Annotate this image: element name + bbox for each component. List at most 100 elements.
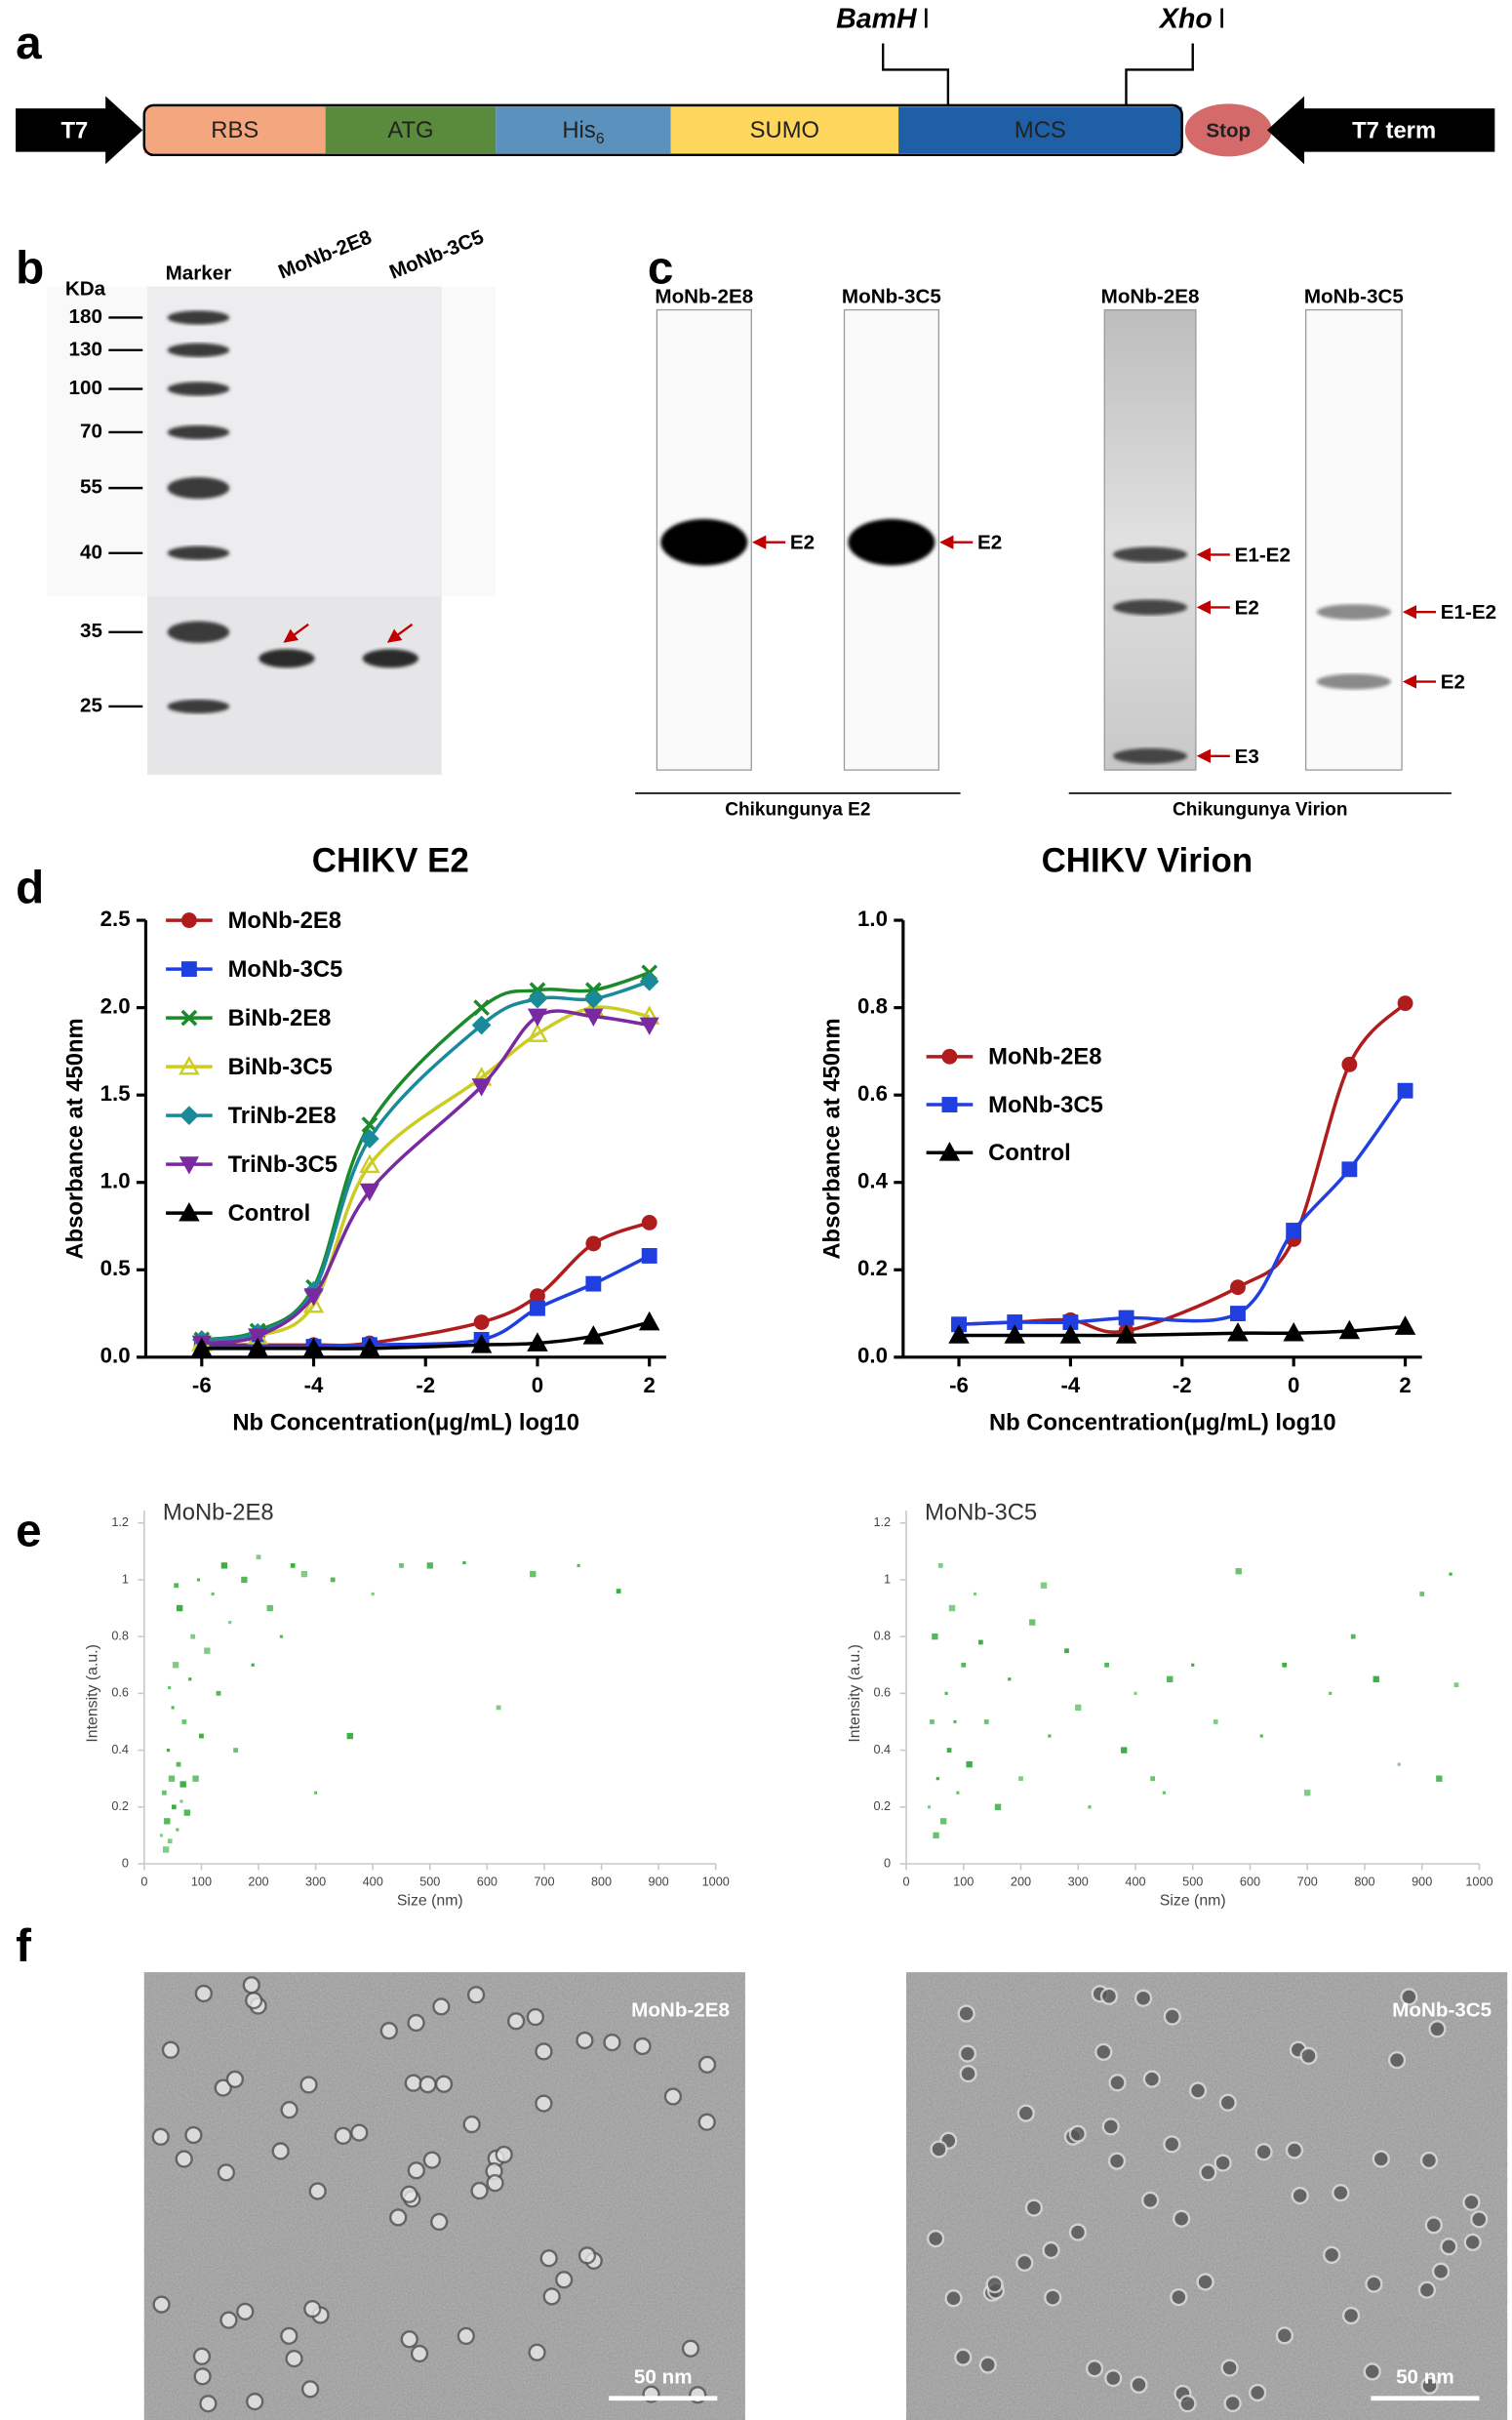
blot-band: [1112, 599, 1188, 616]
marker-size-label: 35: [80, 620, 102, 642]
x-tick-label: 0: [1288, 1373, 1299, 1397]
data-point: [577, 1563, 580, 1567]
promoter-arrow: [16, 96, 143, 165]
data-point: [973, 1592, 977, 1596]
data-point: [191, 1337, 213, 1357]
band-arrow: [283, 623, 309, 643]
data-point: [177, 1604, 183, 1612]
legend-label: BiNb-3C5: [228, 1054, 333, 1080]
blot-caption: Chikungunya E2: [725, 799, 870, 820]
data-point: [471, 1015, 492, 1035]
marker-size-label: 130: [69, 338, 102, 360]
construct-segment: [325, 106, 497, 154]
data-point: [1064, 1648, 1069, 1654]
band-label: E2: [977, 532, 1002, 554]
data-point: [956, 1791, 960, 1795]
tem-particle: [1431, 2262, 1451, 2280]
y-tick-label: 0.4: [873, 1743, 891, 1756]
tem-particle: [1130, 2375, 1148, 2395]
x-tick-label: -6: [949, 1373, 969, 1397]
chart-title: CHIKV E2: [312, 842, 469, 880]
data-point: [241, 1576, 248, 1584]
tem-particle: [1291, 2186, 1309, 2205]
data-point: [266, 1604, 273, 1612]
data-point: [1230, 1306, 1246, 1321]
tem-particle: [603, 2033, 621, 2052]
data-point: [1121, 1747, 1128, 1754]
x-tick-label: 300: [305, 1875, 326, 1888]
tem-particle: [1323, 2245, 1341, 2265]
x-tick-label: 800: [591, 1875, 612, 1888]
data-point: [1373, 1675, 1379, 1682]
data-point: [162, 1846, 170, 1853]
data-point: [1397, 1082, 1413, 1099]
x-tick-label: -4: [304, 1373, 324, 1397]
y-tick-label: 1: [122, 1572, 129, 1586]
data-point: [359, 1183, 379, 1202]
tem-particle: [1218, 2093, 1237, 2112]
construct-segment: [898, 106, 1182, 154]
promoter-label: T7: [61, 117, 89, 143]
tem-particle: [1107, 2152, 1127, 2170]
data-point: [639, 1017, 659, 1035]
data-point: [359, 1337, 380, 1357]
series-line: [201, 1320, 651, 1351]
site-line: [1125, 43, 1194, 105]
blot-band: [848, 518, 935, 566]
tem-particle: [214, 2078, 232, 2097]
data-point: [1004, 1324, 1025, 1344]
tem-particle: [1285, 2141, 1304, 2159]
construct-segment: [496, 106, 671, 154]
tem-particle: [1249, 2383, 1267, 2402]
data-point: [1341, 1056, 1358, 1072]
y-tick-label: 0.8: [873, 1630, 891, 1643]
x-tick-label: 0: [532, 1373, 543, 1397]
panel-label: b: [16, 242, 44, 294]
data-point: [935, 1777, 939, 1781]
tem-particle: [434, 2075, 454, 2093]
marker-size-label: 25: [80, 694, 102, 716]
tem-particle: [1424, 2216, 1443, 2235]
tem-particle: [194, 1984, 213, 2003]
legend-label: TriNb-2E8: [228, 1103, 337, 1129]
tem-particles: [927, 1985, 1489, 2413]
tem-particle: [1188, 2081, 1208, 2100]
tem-particle: [466, 1986, 486, 2004]
tem-particle: [1163, 2135, 1181, 2154]
site-suffix: I: [922, 3, 930, 34]
legend-label: Control: [228, 1200, 311, 1227]
tem-particle: [495, 2145, 513, 2164]
data-point: [966, 1760, 973, 1768]
tem-particle: [1440, 2238, 1458, 2256]
data-point: [233, 1748, 238, 1753]
scale-bar-label: 50 nm: [634, 2366, 693, 2389]
tem-particle: [542, 2287, 561, 2306]
series-line: [201, 1009, 650, 1346]
tem-particle: [1420, 2376, 1439, 2395]
band-label: E2: [1441, 671, 1465, 694]
y-tick-label: 0.2: [873, 1799, 891, 1813]
data-point: [211, 1592, 215, 1596]
data-point: [1350, 1634, 1356, 1639]
data-point: [1008, 1677, 1012, 1681]
legend-label: Control: [988, 1140, 1071, 1166]
data-point: [196, 1578, 201, 1582]
tem-particle: [1142, 2070, 1161, 2088]
data-point: [199, 1733, 204, 1739]
y-tick-label: 0.8: [857, 994, 888, 1019]
x-tick-label: 1000: [702, 1875, 730, 1888]
marker-size-label: 100: [69, 377, 102, 399]
data-point: [983, 1719, 989, 1724]
series-line: [959, 1324, 1406, 1338]
y-tick-label: 1.0: [100, 1169, 131, 1193]
series-line: [201, 1221, 651, 1348]
tem-particle: [1044, 2288, 1062, 2307]
tem-particle: [486, 2174, 504, 2193]
segment-name: ATG: [387, 117, 433, 143]
tem-particle: [1094, 2042, 1113, 2062]
data-point: [179, 1201, 200, 1222]
data-point: [181, 1719, 187, 1724]
tem-particle: [1462, 2193, 1481, 2211]
data-point: [1397, 995, 1413, 1012]
